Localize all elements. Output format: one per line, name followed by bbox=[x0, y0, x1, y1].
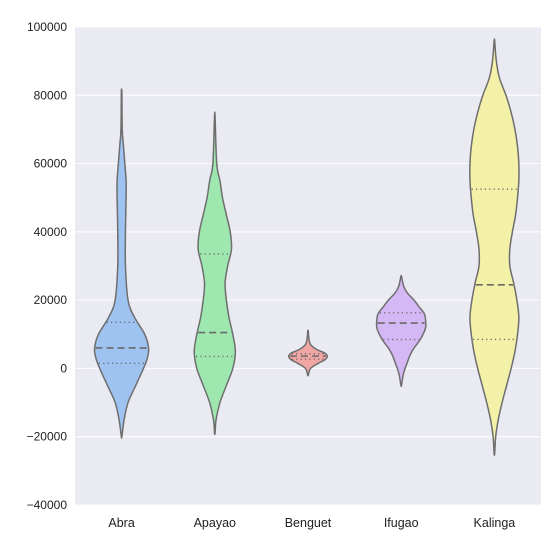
y-tick-label: 0 bbox=[60, 361, 67, 375]
violin-body bbox=[193, 111, 237, 436]
y-tick-label: 20000 bbox=[34, 293, 68, 307]
x-tick-label: Benguet bbox=[285, 516, 332, 530]
plot-background bbox=[75, 27, 541, 505]
violin-body bbox=[287, 329, 329, 377]
y-tick-label: 100000 bbox=[27, 20, 67, 34]
y-tick-label: 60000 bbox=[34, 157, 68, 171]
y-tick-label: 40000 bbox=[34, 225, 68, 239]
violin-body bbox=[469, 38, 520, 456]
violin-kalinga bbox=[469, 38, 520, 456]
violin-benguet bbox=[287, 329, 329, 377]
x-tick-label: Abra bbox=[108, 516, 134, 530]
violin-body bbox=[375, 274, 427, 388]
violin-abra bbox=[93, 88, 150, 439]
x-tick-label: Ifugao bbox=[384, 516, 419, 530]
x-axis-category-labels: Abra Apayao Benguet Ifugao Kalinga bbox=[108, 516, 515, 530]
violin-apayao bbox=[193, 111, 237, 436]
x-tick-label: Kalinga bbox=[474, 516, 516, 530]
x-tick-label: Apayao bbox=[194, 516, 236, 530]
violins bbox=[93, 38, 520, 456]
violin-ifugao bbox=[375, 274, 427, 388]
y-axis-tick-labels: −40000 −20000 0 20000 40000 60000 80000 100000 bbox=[27, 20, 68, 512]
y-tick-label: −40000 bbox=[27, 498, 68, 512]
y-tick-label: 80000 bbox=[34, 88, 68, 102]
violin-body bbox=[93, 88, 150, 439]
y-tick-label: −20000 bbox=[27, 430, 68, 444]
